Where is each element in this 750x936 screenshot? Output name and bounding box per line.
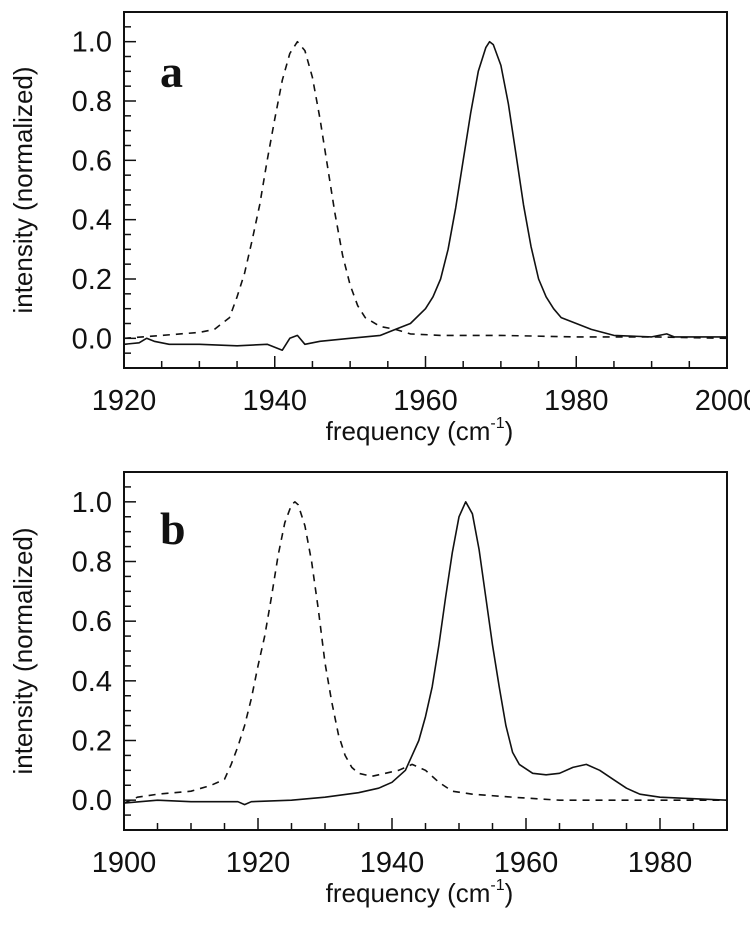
x-axis-label-end: ) bbox=[505, 416, 514, 446]
y-tick-label: 1.0 bbox=[72, 27, 112, 59]
y-tick-label: 0.8 bbox=[72, 547, 112, 579]
y-axis-label: intensity (normalized) bbox=[8, 66, 38, 313]
x-tick-label: 1960 bbox=[494, 847, 559, 879]
x-axis-label-text: frequency (cm bbox=[326, 878, 491, 908]
panel-letter: a bbox=[160, 46, 183, 97]
x-tick-label: 1940 bbox=[360, 847, 425, 879]
y-axis-label: intensity (normalized) bbox=[8, 527, 38, 774]
y-tick-label: 0.8 bbox=[72, 86, 112, 118]
dashed-series-line bbox=[123, 40, 728, 340]
x-tick-label: 1920 bbox=[226, 847, 291, 879]
x-axis-label-superscript: -1 bbox=[490, 415, 504, 432]
y-tick-label: 0.0 bbox=[72, 785, 112, 817]
y-tick-label: 0.0 bbox=[72, 323, 112, 355]
y-tick-label: 0.6 bbox=[72, 145, 112, 177]
y-tick-label: 0.4 bbox=[72, 205, 112, 237]
x-axis-label-end: ) bbox=[505, 878, 514, 908]
x-tick-label: 1960 bbox=[393, 385, 458, 417]
panel-letter: b bbox=[160, 503, 186, 554]
y-tick-label: 0.2 bbox=[72, 264, 112, 296]
x-tick-label: 1920 bbox=[92, 385, 157, 417]
plot-frame bbox=[123, 11, 728, 369]
solid-series-line bbox=[123, 501, 728, 806]
solid-series-line bbox=[123, 40, 727, 351]
x-axis-label: frequency (cm-1) bbox=[326, 415, 514, 446]
x-tick-label: 1940 bbox=[242, 385, 307, 417]
x-tick-label: 1980 bbox=[544, 385, 609, 417]
plot-frame bbox=[123, 471, 728, 831]
y-tick-label: 1.0 bbox=[72, 487, 112, 519]
y-tick-label: 0.4 bbox=[72, 666, 112, 698]
x-tick-label: 1900 bbox=[92, 847, 157, 879]
x-axis-label-text: frequency (cm bbox=[326, 416, 491, 446]
panel-b: 1900 1920 1940 1960 1980 0.0 0.2 0.4 0.6 0.8 1.0 b f… bbox=[8, 471, 728, 908]
x-tick-label: 1980 bbox=[628, 847, 693, 879]
x-axis-label: frequency (cm-1) bbox=[326, 877, 514, 908]
dashed-series-line bbox=[123, 501, 727, 804]
x-axis-label-superscript: -1 bbox=[490, 877, 504, 894]
y-tick-label: 0.2 bbox=[72, 726, 112, 758]
y-tick-label: 0.6 bbox=[72, 606, 112, 638]
